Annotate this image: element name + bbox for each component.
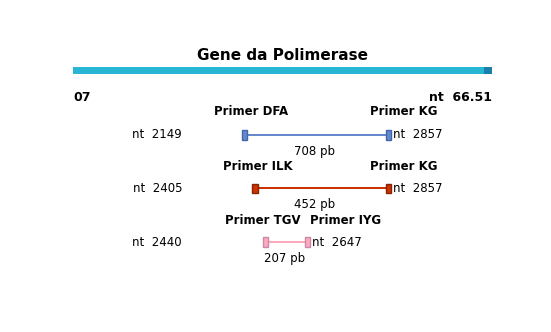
Text: nt  66.51: nt 66.51 [429, 91, 491, 104]
Bar [252, 187, 391, 189]
Bar [305, 237, 310, 247]
Bar [386, 130, 391, 139]
Bar [263, 241, 310, 243]
Text: nt  2857: nt 2857 [393, 182, 443, 195]
Bar [484, 67, 491, 74]
Text: 207 pb: 207 pb [264, 252, 305, 265]
Text: nt  2405: nt 2405 [133, 182, 182, 195]
Text: Gene da Polimerase: Gene da Polimerase [197, 47, 368, 62]
Bar [252, 184, 258, 193]
Text: 452 pb: 452 pb [294, 198, 335, 211]
Bar [242, 130, 247, 139]
Text: Primer TGV: Primer TGV [225, 213, 300, 226]
Bar [242, 134, 391, 136]
Text: nt  2440: nt 2440 [132, 235, 182, 249]
Text: nt  2149: nt 2149 [132, 128, 182, 141]
Text: Primer IYG: Primer IYG [310, 213, 381, 226]
Text: Primer KG: Primer KG [370, 160, 437, 173]
Bar [386, 184, 391, 193]
Text: Primer KG: Primer KG [370, 105, 437, 118]
Text: 708 pb: 708 pb [294, 144, 335, 158]
Text: nt  2647: nt 2647 [312, 235, 362, 249]
Text: 07: 07 [73, 91, 91, 104]
Text: Primer ILK: Primer ILK [223, 160, 292, 173]
Text: nt  2857: nt 2857 [393, 128, 443, 141]
Bar [263, 237, 268, 247]
Bar [73, 67, 491, 74]
Text: Primer DFA: Primer DFA [214, 105, 288, 118]
